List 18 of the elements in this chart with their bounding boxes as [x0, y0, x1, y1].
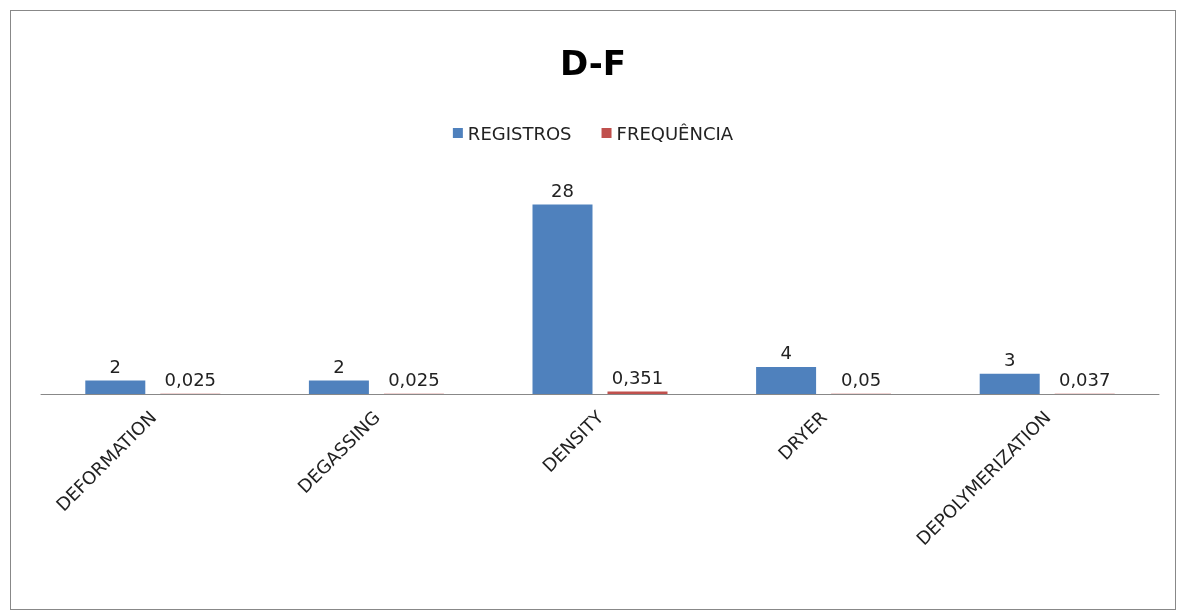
bar [85, 380, 146, 394]
data-label: 4 [780, 342, 792, 364]
data-label: 28 [551, 180, 574, 202]
data-label: 3 [1003, 349, 1016, 371]
bar [308, 380, 369, 394]
data-label: 2 [109, 355, 122, 377]
data-label: 0,025 [164, 369, 217, 391]
data-label: 0,037 [1058, 369, 1111, 391]
data-label: 2 [333, 355, 345, 377]
data-label: 0,025 [388, 369, 440, 391]
data-label: 0,05 [841, 369, 882, 391]
chart-title: D-F [559, 43, 627, 83]
legend-label: FREQUÊNCIA [616, 122, 734, 144]
bar [756, 366, 817, 394]
bar [979, 373, 1040, 394]
legend-label: REGISTROS [467, 122, 572, 144]
bar [532, 204, 593, 394]
data-label: 0,351 [611, 367, 664, 389]
